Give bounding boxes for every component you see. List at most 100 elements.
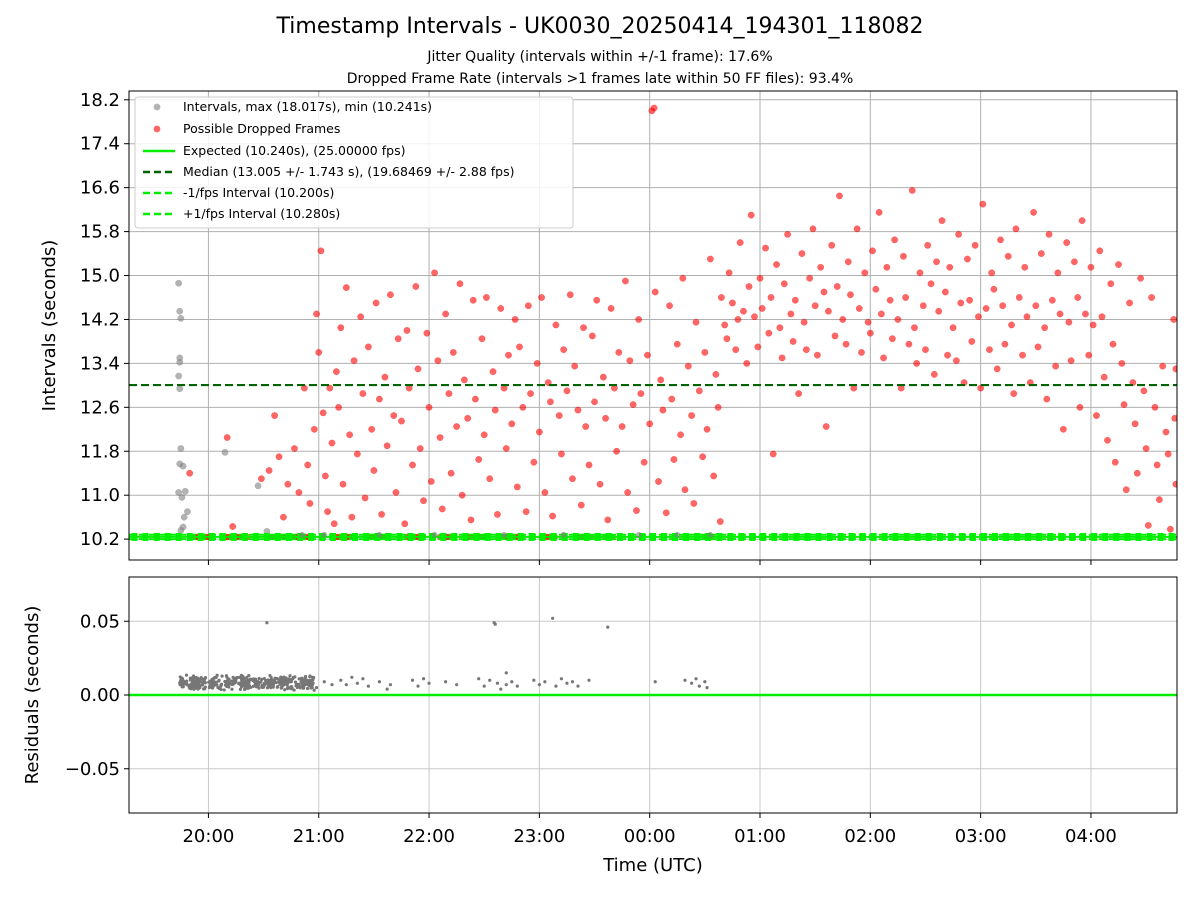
dropped-frame-point <box>684 362 692 370</box>
dropped-frame-point <box>963 255 971 263</box>
expected-marker <box>870 532 877 541</box>
dropped-frame-point <box>756 274 764 282</box>
legend-entry-label: Expected (10.240s), (25.00000 fps) <box>183 143 405 158</box>
residual-point <box>183 682 187 686</box>
expected-marker <box>208 532 215 541</box>
dropped-frame-point <box>703 425 711 433</box>
dropped-frame-point <box>1153 461 1161 469</box>
interval-point <box>175 372 183 380</box>
interval-point <box>431 531 438 538</box>
dropped-frame-point <box>949 324 957 332</box>
dropped-frame-point <box>1010 390 1018 398</box>
dropped-frame-point <box>657 376 665 384</box>
dropped-frame-point <box>328 439 336 447</box>
dropped-frame-point <box>342 284 350 292</box>
residual-point <box>215 673 219 677</box>
expected-marker <box>804 532 811 541</box>
residual-point <box>495 681 500 685</box>
expected-marker <box>716 532 723 541</box>
dropped-frame-point <box>784 230 792 238</box>
dropped-frame-point <box>1120 401 1128 409</box>
dropped-frame-point <box>1170 316 1177 323</box>
expected-marker <box>738 532 745 541</box>
residual-point <box>193 679 197 684</box>
dropped-frame-point <box>855 305 863 312</box>
dropped-frame-point <box>986 346 993 354</box>
residual-point <box>305 686 310 691</box>
residual-point <box>537 683 541 687</box>
dropped-frame-point <box>1172 365 1177 373</box>
dropped-frame-point <box>306 499 314 507</box>
expected-marker <box>219 532 226 541</box>
dropped-frame-point <box>1111 458 1119 466</box>
expected-marker <box>694 532 701 541</box>
residual-point <box>257 676 261 681</box>
dropped-frame-point <box>988 269 996 277</box>
expected-marker <box>782 532 789 541</box>
expected-marker <box>1047 532 1054 541</box>
dropped-frame-point <box>436 434 444 441</box>
dropped-frame-point <box>701 348 709 356</box>
expected-marker <box>892 532 899 541</box>
dropped-frame-point <box>409 461 416 469</box>
dropped-frame-point <box>513 483 521 491</box>
dropped-frame-point <box>773 261 781 268</box>
residuals-x-tick-label: 22:00 <box>403 826 455 847</box>
dropped-frame-point <box>621 277 629 285</box>
dropped-frame-point <box>574 406 582 414</box>
dropped-frame-point <box>582 423 590 430</box>
residual-point <box>217 679 221 683</box>
dropped-frame-point <box>714 403 722 411</box>
dropped-frame-point <box>765 329 773 337</box>
residual-point <box>281 681 285 686</box>
intervals-series-layer <box>129 104 1177 541</box>
residual-point <box>301 685 305 689</box>
dropped-frame-point <box>475 456 483 463</box>
dropped-frame-point <box>1023 313 1031 321</box>
dropped-frame-point <box>346 431 354 439</box>
dropped-frame-point <box>798 250 806 258</box>
residual-point <box>293 680 298 684</box>
dropped-frame-point <box>403 326 411 334</box>
residuals-x-tick-label: 21:00 <box>293 826 345 847</box>
dropped-frame-point <box>728 299 736 307</box>
expected-marker <box>495 532 502 541</box>
residual-point <box>416 684 420 688</box>
expected-marker <box>1113 532 1120 541</box>
residual-point <box>504 683 508 687</box>
interval-point <box>176 385 184 393</box>
dropped-frame-point <box>888 335 896 343</box>
dropped-frame-point <box>886 296 894 304</box>
dropped-frame-point <box>265 467 273 474</box>
dropped-frame-point <box>1164 450 1172 458</box>
dropped-frame-point <box>809 225 817 233</box>
expected-marker <box>1135 532 1142 541</box>
dropped-frame-point <box>460 376 468 384</box>
dropped-frame-point <box>1159 362 1167 370</box>
residual-point <box>694 677 698 681</box>
residual-point <box>565 681 569 685</box>
dropped-frame-point <box>348 513 356 521</box>
dropped-frame-point <box>1034 343 1042 351</box>
dropped-frame-point <box>662 509 670 517</box>
residual-point <box>493 622 497 626</box>
expected-marker <box>451 532 458 541</box>
dropped-frame-point <box>1100 373 1108 381</box>
dropped-frame-point <box>745 283 753 290</box>
intervals-y-tick-label: 16.6 <box>80 178 120 199</box>
dropped-frame-point <box>315 348 323 356</box>
dropped-frame-point <box>491 406 499 414</box>
dropped-frame-point <box>927 280 935 288</box>
dropped-frame-point <box>613 447 621 455</box>
interval-point <box>560 531 567 538</box>
dropped-frame-point <box>1012 225 1020 233</box>
dropped-frame-point <box>1140 387 1148 395</box>
dropped-frame-point <box>464 414 472 422</box>
expected-marker <box>1036 532 1043 541</box>
dropped-frame-point <box>511 316 519 323</box>
residual-point <box>184 673 189 677</box>
dropped-frame-point <box>640 458 648 466</box>
residual-point <box>444 680 448 684</box>
residual-point <box>260 677 264 681</box>
dropped-frame-point <box>284 480 292 488</box>
